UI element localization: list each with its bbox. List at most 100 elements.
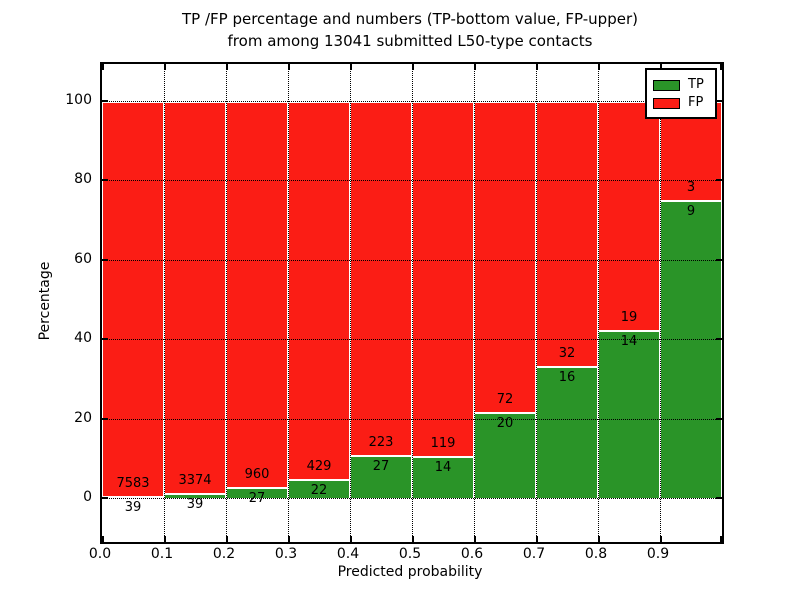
tp-bar-segment	[536, 366, 598, 499]
fp-bar-segment	[350, 102, 412, 457]
tp-bar-segment	[660, 201, 722, 499]
axis-ticks-layer	[102, 64, 722, 542]
x-tick-label: 0.7	[522, 546, 546, 562]
x-axis-tick-top	[598, 64, 600, 70]
tp-count-label: 14	[434, 460, 452, 476]
legend-item-tp: TP	[653, 77, 709, 93]
vertical-gridline	[535, 64, 537, 542]
y-axis-tick-right	[716, 338, 722, 341]
x-axis-tick	[350, 536, 352, 542]
x-axis-label: Predicted probability	[337, 564, 483, 580]
vertical-gridline	[349, 64, 351, 542]
chart-title-line2: from among 13041 submitted L50-type cont…	[227, 32, 593, 50]
tp-count-label: 27	[248, 491, 266, 507]
fp-count-label: 3374	[178, 473, 212, 489]
legend-item-fp: FP	[653, 95, 709, 111]
gridlines-layer	[102, 64, 722, 542]
x-tick-label: 0.4	[336, 546, 360, 562]
y-tick-label: 40	[74, 330, 92, 347]
vertical-gridline	[597, 64, 599, 542]
fp-bar-segment	[288, 102, 350, 480]
x-axis-tick-top	[350, 64, 352, 70]
horizontal-gridline	[102, 259, 722, 261]
x-axis-tick	[598, 536, 600, 542]
x-axis-tick	[720, 536, 722, 542]
tp-count-label: 20	[496, 415, 514, 431]
vertical-gridline	[411, 64, 413, 542]
fp-count-label: 960	[244, 467, 270, 483]
bar-labels-layer: 7583 39 3374 39 960 27 429 22 223 27 119 14 72 20 32 16…	[102, 64, 722, 542]
x-axis-tick	[226, 536, 228, 542]
tp-count-label: 27	[372, 459, 390, 475]
tp-bar-segment	[474, 412, 536, 499]
x-tick-label: 0.8	[584, 546, 608, 562]
bars-layer	[102, 64, 722, 542]
y-axis-tick	[102, 417, 108, 420]
y-tick-label: 20	[74, 409, 92, 426]
y-axis-tick-right	[716, 179, 722, 182]
vertical-gridline	[225, 64, 227, 542]
x-axis-tick	[474, 536, 476, 542]
y-tick-label: 0	[83, 489, 92, 505]
fp-count-label: 72	[496, 391, 514, 407]
x-axis-tick	[660, 536, 662, 542]
vertical-gridline	[473, 64, 475, 542]
fp-count-label: 223	[368, 435, 394, 451]
x-axis-tick	[102, 536, 104, 542]
x-tick-label: 0.6	[460, 546, 484, 562]
fp-legend-swatch-icon	[653, 97, 680, 109]
vertical-gridline	[287, 64, 289, 542]
tp-count-label: 9	[686, 204, 696, 220]
fp-count-label: 119	[430, 436, 456, 452]
x-axis-tick-top	[660, 64, 662, 70]
chart-title: TP /FP percentage and numbers (TP-bottom…	[100, 8, 720, 52]
y-axis-tick	[102, 100, 108, 102]
tp-count-label: 39	[124, 499, 142, 515]
tp-count-label: 16	[558, 369, 576, 385]
x-tick-label: 0.1	[150, 546, 174, 562]
y-axis-tick	[102, 338, 108, 341]
x-tick-label: 0.3	[274, 546, 298, 562]
x-axis-tick-top	[102, 64, 104, 70]
vertical-gridline	[163, 64, 165, 542]
tp-legend-label: TP	[688, 77, 704, 92]
y-axis-tick	[102, 179, 108, 182]
x-axis-tick	[536, 536, 538, 542]
x-tick-label: 0.5	[398, 546, 422, 562]
fp-legend-label: FP	[688, 95, 704, 110]
fp-bar-segment	[474, 102, 536, 413]
x-axis-tick-top	[474, 64, 476, 70]
tp-count-label: 39	[186, 497, 204, 513]
horizontal-gridline	[102, 101, 722, 102]
vertical-gridline	[659, 64, 661, 542]
fp-bar-segment	[412, 102, 474, 458]
fp-count-label: 3	[686, 180, 696, 196]
x-axis-tick-top	[720, 64, 722, 70]
fp-count-label: 429	[306, 458, 332, 474]
y-axis-tick-right	[716, 258, 722, 261]
x-axis-tick-top	[536, 64, 538, 70]
x-axis-tick-top	[164, 64, 166, 70]
fp-count-label: 7583	[116, 475, 150, 491]
plot-area: 7583 39 3374 39 960 27 429 22 223 27 119 14 72 20 32 16…	[100, 62, 724, 544]
x-axis-tick	[412, 536, 414, 542]
y-axis-tick-right	[716, 417, 722, 420]
tp-legend-swatch-icon	[653, 79, 680, 91]
fp-count-label: 32	[558, 345, 576, 361]
y-axis-tick-right	[716, 100, 722, 102]
horizontal-gridline	[102, 418, 722, 420]
x-axis-tick-top	[226, 64, 228, 70]
x-tick-label: 0.2	[212, 546, 236, 562]
x-tick-label: 0.9	[646, 546, 670, 562]
x-tick-label: 0.0	[88, 546, 112, 562]
legend: TP FP	[645, 68, 717, 119]
fp-count-label: 19	[620, 309, 638, 325]
y-axis-tick	[102, 497, 108, 499]
x-axis-tick-top	[288, 64, 290, 70]
horizontal-gridline	[102, 180, 722, 182]
fp-bar-segment	[226, 102, 288, 489]
tp-bar-segment	[350, 456, 412, 499]
tp-count-label: 14	[620, 333, 638, 349]
x-axis-tick	[288, 536, 290, 542]
